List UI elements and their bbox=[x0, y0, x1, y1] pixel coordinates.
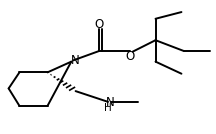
Text: O: O bbox=[125, 50, 134, 63]
Text: N: N bbox=[106, 96, 114, 109]
Text: O: O bbox=[95, 18, 104, 31]
Text: H: H bbox=[104, 103, 112, 113]
Text: N: N bbox=[71, 54, 80, 67]
